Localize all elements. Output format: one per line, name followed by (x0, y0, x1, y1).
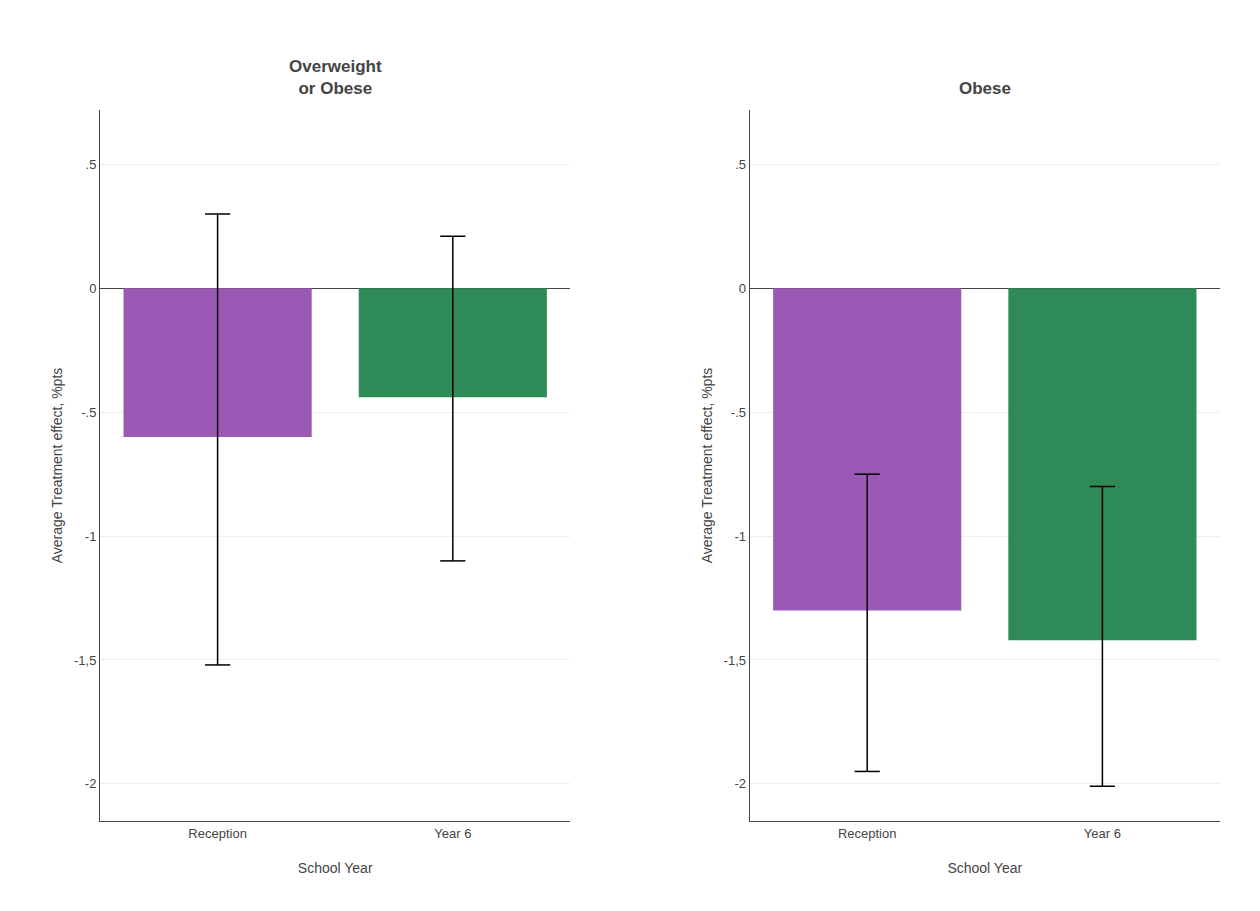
svg-text:-2: -2 (734, 776, 746, 791)
svg-text:-.5: -.5 (81, 405, 96, 420)
svg-text:Overweightor Obese: Overweightor Obese (289, 57, 382, 98)
svg-text:School Year: School Year (298, 860, 373, 876)
svg-text:Year 6: Year 6 (1084, 826, 1121, 841)
svg-text:Reception: Reception (838, 826, 897, 841)
svg-text:-.5: -.5 (731, 405, 746, 420)
svg-text:-2: -2 (85, 776, 97, 791)
svg-text:School Year: School Year (947, 860, 1022, 876)
svg-text:-1,5: -1,5 (724, 653, 746, 668)
svg-text:-1: -1 (85, 529, 97, 544)
svg-text:Year 6: Year 6 (434, 826, 471, 841)
svg-text:Average Treatment effect, %pts: Average Treatment effect, %pts (699, 368, 715, 564)
svg-text:Obese: Obese (959, 79, 1011, 98)
svg-text:Average Treatment effect, %pts: Average Treatment effect, %pts (49, 368, 65, 564)
svg-text:0: 0 (739, 281, 746, 296)
svg-text:.5: .5 (86, 157, 97, 172)
svg-text:-1,5: -1,5 (74, 653, 96, 668)
svg-text:-1: -1 (734, 529, 746, 544)
svg-text:Reception: Reception (188, 826, 247, 841)
svg-text:0: 0 (89, 281, 96, 296)
svg-text:.5: .5 (735, 157, 746, 172)
